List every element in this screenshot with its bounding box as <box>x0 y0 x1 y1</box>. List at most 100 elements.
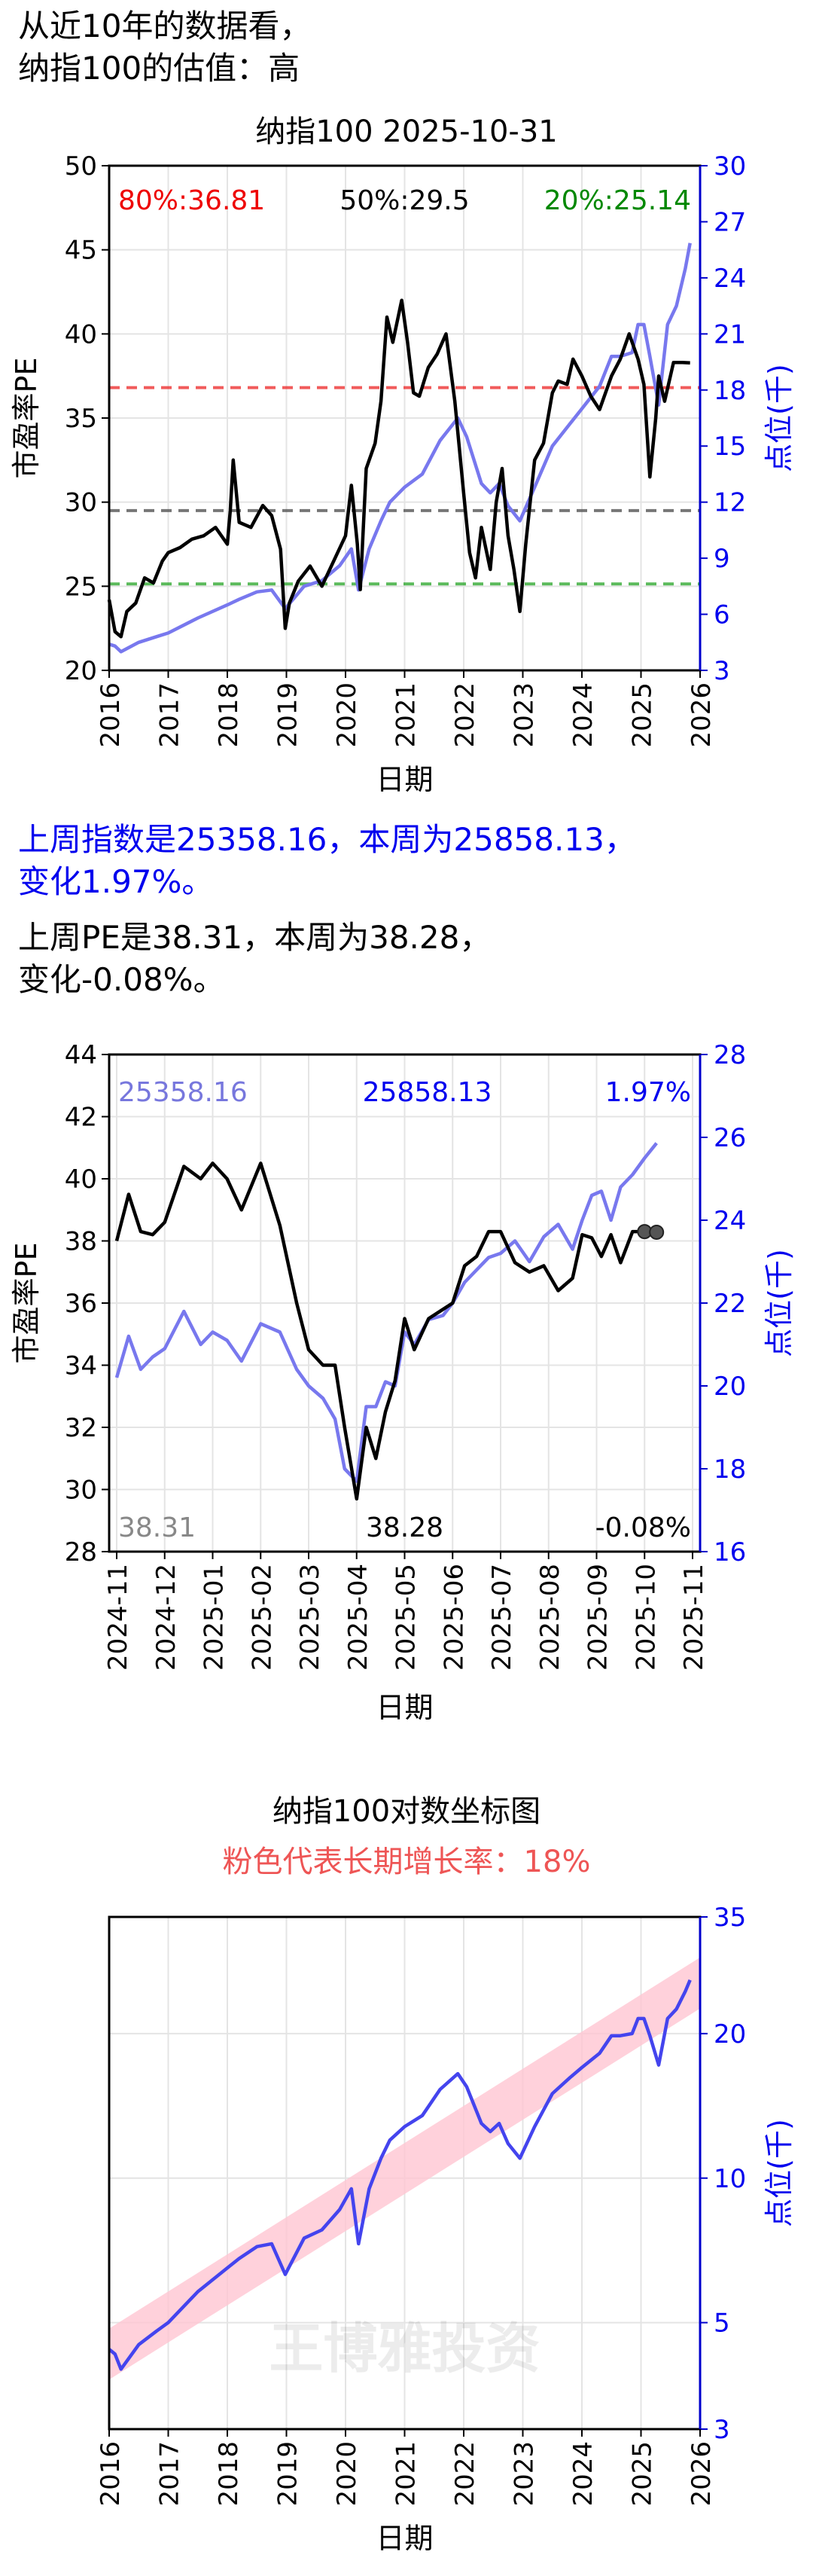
x-tick-label: 2021 <box>391 682 422 748</box>
y2-tick-label: 12 <box>714 488 746 518</box>
y-tick-label: 35 <box>65 404 97 434</box>
pe-series-line <box>114 1161 657 1501</box>
percentile-label: 80%:36.81 <box>118 185 265 216</box>
y2-tick-label: 22 <box>714 1289 746 1319</box>
index-change-line1: 上周指数是25358.16，本周为25858.13， <box>18 821 636 858</box>
x-tick-label: 2026 <box>687 682 717 748</box>
x-tick-label: 2025-03 <box>295 1564 325 1671</box>
y2-tick-label: 3 <box>714 2415 730 2445</box>
pe-this-week-label: 38.28 <box>366 1512 443 1543</box>
x-axis-label: 日期 <box>376 763 433 796</box>
y-tick-label: 30 <box>65 1476 97 1506</box>
x-tick-label: 2021 <box>391 2441 422 2507</box>
index-this-week-label: 25858.13 <box>363 1077 492 1108</box>
x-axis-label: 日期 <box>376 2522 433 2555</box>
y2-tick-label: 18 <box>714 1454 746 1485</box>
index-change-label: 1.97% <box>605 1077 691 1108</box>
y-tick-label: 45 <box>65 236 97 266</box>
x-tick-label: 2020 <box>332 682 362 748</box>
pe-change-label: -0.08% <box>595 1512 691 1543</box>
x-tick-label: 2025-08 <box>535 1564 565 1671</box>
pe-change-line2: 变化-0.08%。 <box>18 961 225 998</box>
y2-tick-label: 24 <box>714 264 746 294</box>
y2-axis-label: 点位(千) <box>763 2119 796 2227</box>
x-tick-label: 2025-11 <box>679 1564 709 1671</box>
pe-index-chart-1y: 2024-11 2024-12 2025-01 2025-02 2025-03 2025-… <box>10 1040 796 1724</box>
x-tick-label: 2017 <box>155 682 185 748</box>
y-tick-label: 38 <box>65 1227 97 1257</box>
x-tick-label: 2026 <box>687 2441 717 2507</box>
x-tick-label: 2019 <box>273 2441 303 2507</box>
y-tick-label: 44 <box>65 1040 97 1070</box>
pe-last-week-label: 38.31 <box>118 1512 196 1543</box>
index-last-week-label: 25358.16 <box>118 1077 248 1108</box>
index-series-line <box>108 243 692 654</box>
y2-tick-label: 6 <box>714 600 730 630</box>
y2-tick-label: 21 <box>714 319 746 349</box>
x-tick-label: 2018 <box>214 2441 244 2507</box>
x-tick-label: 2025-10 <box>631 1564 661 1671</box>
y2-tick-label: 10 <box>714 2164 746 2194</box>
y2-tick-label: 16 <box>714 1537 746 1567</box>
y2-tick-label: 30 <box>714 151 746 182</box>
x-tick-label: 2025-09 <box>583 1564 614 1671</box>
y-tick-label: 34 <box>65 1351 97 1381</box>
y2-tick-label: 5 <box>714 2309 730 2339</box>
x-tick-label: 2018 <box>214 682 244 748</box>
y2-axis-label: 点位(千) <box>763 364 796 472</box>
x-tick-label: 2025-06 <box>439 1564 469 1671</box>
y2-tick-label: 20 <box>714 1372 746 1402</box>
y2-axis-label: 点位(千) <box>763 1249 796 1357</box>
valuation-verdict: 纳指100的估值：高 <box>18 50 300 87</box>
y-axis-label: 市盈率PE <box>10 1243 43 1364</box>
y2-tick-label: 18 <box>714 376 746 406</box>
y2-tick-label: 27 <box>714 207 746 237</box>
y-tick-label: 25 <box>65 572 97 602</box>
index-series-line <box>108 1979 692 2371</box>
y-tick-label: 32 <box>65 1413 97 1443</box>
pe-change-line1: 上周PE是38.31，本周为38.28， <box>18 919 492 956</box>
x-axis-label: 日期 <box>376 1691 433 1724</box>
y-tick-label: 40 <box>65 1164 97 1195</box>
watermark: 王博雅投资 <box>269 2317 540 2380</box>
x-tick-label: 2025 <box>628 2441 658 2507</box>
x-tick-label: 2020 <box>332 2441 362 2507</box>
x-tick-label: 2024-12 <box>151 1564 181 1671</box>
x-tick-label: 2022 <box>450 682 480 748</box>
y-tick-label: 50 <box>65 151 97 182</box>
y2-tick-label: 26 <box>714 1123 746 1153</box>
y2-tick-label: 9 <box>714 544 730 574</box>
chart-subtitle: 粉色代表长期增长率：18% <box>223 1845 591 1879</box>
x-tick-label: 2023 <box>510 2441 540 2507</box>
y2-tick-label: 20 <box>714 2019 746 2050</box>
y-tick-label: 20 <box>65 656 97 686</box>
y-tick-label: 40 <box>65 319 97 349</box>
index-change-line2: 变化1.97%。 <box>18 863 214 900</box>
growth-trend-band <box>109 1957 700 2380</box>
y-tick-label: 30 <box>65 488 97 518</box>
x-tick-label: 2022 <box>450 2441 480 2507</box>
x-tick-label: 2016 <box>96 682 126 748</box>
x-tick-label: 2025-04 <box>343 1564 373 1671</box>
y-tick-label: 36 <box>65 1289 97 1319</box>
x-tick-label: 2025-02 <box>247 1564 277 1671</box>
x-tick-label: 2025-05 <box>391 1564 422 1671</box>
x-tick-label: 2025-01 <box>199 1564 230 1671</box>
chart-title: 纳指100对数坐标图 <box>273 1794 540 1829</box>
summary-heading-line1: 从近10年的数据看， <box>18 8 312 44</box>
y2-tick-label: 24 <box>714 1206 746 1236</box>
x-tick-label: 2019 <box>273 682 303 748</box>
percentile-label: 20%:25.14 <box>544 185 691 216</box>
x-tick-label: 2024 <box>568 682 598 748</box>
x-tick-label: 2025-07 <box>487 1564 517 1671</box>
pe-this-week-marker <box>649 1224 665 1240</box>
x-tick-label: 2017 <box>155 2441 185 2507</box>
x-tick-label: 2024 <box>568 2441 598 2507</box>
pe-series-line <box>107 298 690 639</box>
y2-tick-label: 35 <box>714 1903 746 1933</box>
percentile-label: 50%:29.5 <box>340 185 469 216</box>
x-tick-label: 2024-11 <box>103 1564 133 1671</box>
y2-tick-label: 15 <box>714 432 746 462</box>
